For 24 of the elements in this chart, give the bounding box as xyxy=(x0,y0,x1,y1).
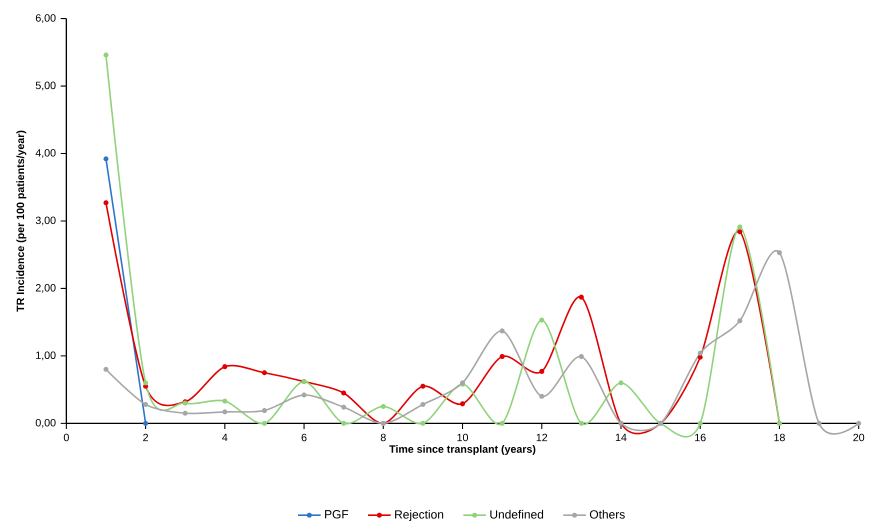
legend-label: Undefined xyxy=(490,510,544,519)
x-tick-label: 6 xyxy=(302,434,307,442)
x-tick-label: 2 xyxy=(143,434,148,442)
x-tick-label: 12 xyxy=(536,434,548,442)
x-tick-label: 20 xyxy=(853,434,864,442)
x-tick-label: 18 xyxy=(774,434,785,442)
legend-label: Others xyxy=(590,510,625,519)
y-tick-label: 0,00 xyxy=(36,419,56,428)
x-tick-label: 16 xyxy=(695,434,706,442)
legend-label: Rejection xyxy=(395,510,444,522)
legend-label: PGF xyxy=(325,510,348,519)
y-axis-title: TR Incidence (per 100 patients/year) xyxy=(16,130,26,312)
x-tick-label: 10 xyxy=(457,434,468,442)
x-axis-title: Time since transplant (years) xyxy=(389,445,536,456)
y-tick-label: 5,00 xyxy=(36,82,56,90)
y-tick-label: 2,00 xyxy=(36,284,56,293)
y-tick-label: 6,00 xyxy=(36,14,56,24)
y-tick-label: 3,00 xyxy=(36,216,56,226)
y-tick-label: 4,00 xyxy=(36,149,56,158)
y-tick-label: 1,00 xyxy=(36,352,56,360)
x-tick-label: 0 xyxy=(64,434,69,442)
x-tick-label: 8 xyxy=(380,434,386,442)
x-tick-label: 14 xyxy=(616,434,627,442)
x-tick-label: 4 xyxy=(222,434,228,442)
